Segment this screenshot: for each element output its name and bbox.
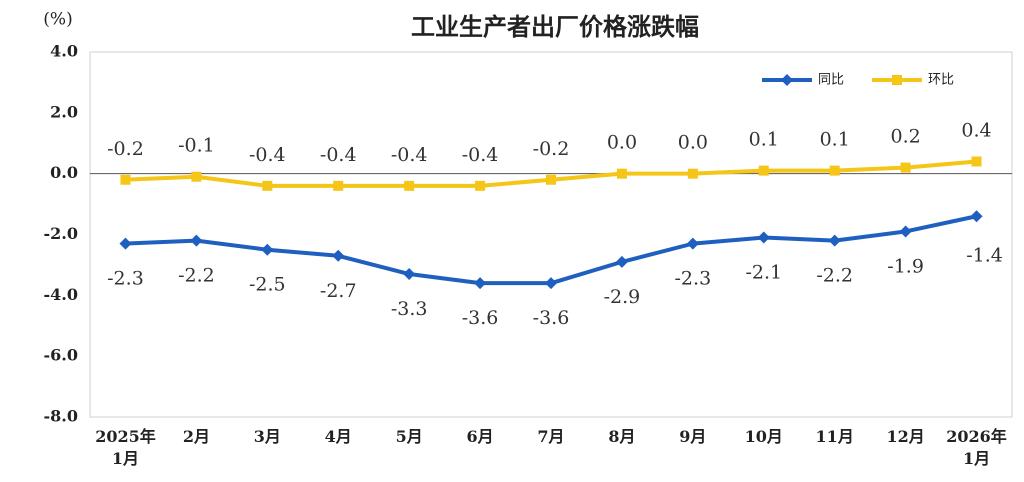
y-tick-label: 2.0 [50,102,78,121]
point [970,210,983,223]
point [119,237,132,250]
x-tick-label: 12月 [886,427,924,446]
data-label: 0.4 [961,120,991,142]
x-tick-label: 9月 [679,427,706,446]
data-label: -0.4 [249,144,286,166]
point [404,180,415,191]
data-label: -1.4 [966,244,1003,266]
point [474,277,487,290]
data-label: -2.9 [604,286,641,308]
point [686,237,699,250]
y-axis-label: (%) [43,10,72,30]
data-label: -2.2 [816,265,853,287]
point [757,231,770,244]
y-tick-label: -8.0 [44,407,78,426]
point [687,168,698,179]
legend-label: 同比 [818,73,844,88]
point [971,156,982,167]
x-tick-label: 2026年 1月 [946,427,1007,468]
data-label: -0.1 [178,135,215,157]
x-tick-label: 10月 [745,427,783,446]
data-label: -2.3 [675,268,712,290]
y-tick-label: -2.0 [44,224,78,243]
point [403,268,416,281]
data-label: -3.6 [462,307,499,329]
point [332,249,345,262]
x-tick-label: 4月 [325,427,352,446]
data-label: 0.1 [820,129,850,151]
x-tick-label: 2025年 1月 [95,427,156,468]
point [829,165,840,176]
point [190,234,203,247]
x-tick-label: 8月 [608,427,635,446]
point [758,165,769,176]
x-tick-label: 2月 [183,427,210,446]
point [262,180,273,191]
y-tick-label: 4.0 [50,42,78,61]
point [261,243,274,256]
x-tick-label: 3月 [254,427,281,446]
point [333,180,344,191]
x-tick-label: 11月 [816,427,854,446]
point [191,171,202,182]
point [546,174,556,185]
data-label: 0.1 [749,129,779,151]
data-label: -2.7 [320,280,357,302]
point [900,162,911,173]
data-label: -2.1 [745,262,782,284]
x-tick-label: 5月 [396,427,423,446]
chart-title: 工业生产者出厂价格涨跌幅 [411,13,699,41]
data-label: -2.2 [178,265,215,287]
point [615,255,628,268]
data-label: -3.3 [391,298,428,320]
point [828,234,841,247]
data-label: -0.4 [462,144,499,166]
y-tick-label: -4.0 [44,285,78,304]
data-label: 0.0 [678,132,708,154]
data-label: -2.3 [107,268,144,290]
data-label: -0.2 [107,138,144,160]
data-label: 0.0 [607,132,637,154]
point [545,277,557,290]
data-label: -3.6 [533,307,570,329]
y-tick-label: -6.0 [44,346,78,365]
x-tick-label: 7月 [537,427,564,446]
data-label: -1.9 [887,255,924,277]
point [120,174,131,185]
x-tick-label: 6月 [467,427,494,446]
plot-area [89,51,1013,418]
data-label: -0.4 [391,144,428,166]
legend-marker [781,74,793,86]
point [616,168,627,179]
y-tick-label: 0.0 [50,163,78,182]
legend-marker [892,75,902,85]
legend-label: 环比 [928,73,954,88]
data-label: -0.2 [533,138,570,160]
point [899,225,912,238]
data-label: -0.4 [320,144,357,166]
data-label: 0.2 [891,126,921,148]
data-label: -2.5 [249,274,286,296]
point [475,180,486,191]
